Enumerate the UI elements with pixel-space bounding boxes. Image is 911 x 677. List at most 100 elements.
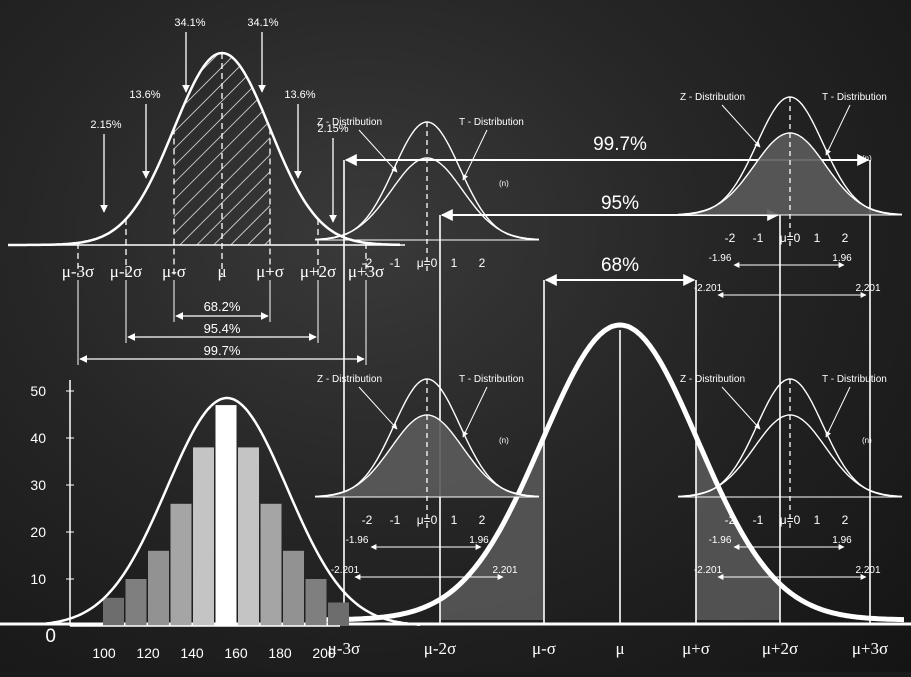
hist-y-label: 40 (30, 430, 46, 446)
small-tick-label: μ=0 (780, 231, 801, 245)
crit-196-pos: 1.96 (832, 253, 852, 264)
t-distribution-label: T - Distribution (459, 374, 524, 385)
percent-label: 13.6% (284, 89, 315, 101)
crit-2201-pos: 2.201 (855, 283, 880, 294)
small-tick-label: μ=0 (417, 256, 438, 270)
small-tick-label: 2 (842, 231, 849, 245)
small-tick-label: μ=0 (417, 513, 438, 527)
tl-sigma-label: μ-2σ (110, 262, 142, 281)
histogram-bar (103, 597, 124, 626)
z-distribution-label: Z - Distribution (317, 117, 382, 128)
hist-y-label: 50 (30, 383, 46, 399)
t-distribution-label: T - Distribution (822, 92, 887, 103)
small-distribution-chart: Z - Distribution T - Distribution (n) -2 -1 μ… (314, 374, 540, 580)
hist-y-label: 10 (30, 571, 46, 587)
tl-sigma-label: μ (217, 262, 226, 281)
hist-x-label: 100 (92, 645, 116, 661)
histogram-bar (170, 503, 192, 626)
big-bell-sigma-label: μ-σ (532, 639, 556, 658)
histogram-bar (305, 579, 327, 626)
tl-sigma-label: μ+3σ (348, 262, 384, 281)
small-tick-label: -1 (390, 256, 401, 270)
hist-y-label: 0 (45, 626, 56, 647)
n-label: (n) (499, 436, 509, 445)
crit-2201-pos: 2.201 (492, 565, 517, 576)
big-bell-sigma-label: μ+σ (682, 639, 710, 658)
range-bracket-label: 95.4% (204, 321, 241, 336)
crit-196-neg: -1.96 (346, 535, 369, 546)
hist-x-label: 120 (136, 645, 160, 661)
percent-label: 34.1% (174, 17, 205, 29)
crit-2201-neg: -2.201 (694, 283, 723, 294)
histogram-bar (193, 447, 214, 626)
big-bell-sigma-label: μ (615, 639, 624, 658)
small-tick-label: 1 (451, 513, 458, 527)
histogram-bar (328, 602, 349, 626)
hist-y-label: 30 (30, 477, 46, 493)
range-label-68: 68% (601, 255, 639, 276)
crit-196-pos: 1.96 (832, 535, 852, 546)
tl-sigma-label: μ+σ (256, 262, 284, 281)
percent-label: 2.15% (90, 119, 121, 131)
z-distribution-label: Z - Distribution (680, 374, 745, 385)
z-label-pointer (721, 104, 761, 148)
t-label-pointer (462, 129, 488, 181)
histogram-bar (283, 550, 304, 626)
range-bracket-label: 68.2% (204, 299, 241, 314)
big-bell-sigma-label: μ-3σ (328, 639, 360, 658)
z-label-pointer (721, 386, 761, 430)
histogram-bar (238, 447, 259, 626)
small-tick-label: -1 (753, 231, 764, 245)
percent-label: 2.15% (317, 123, 348, 135)
small-tick-label: 2 (842, 513, 849, 527)
histogram-bar (148, 550, 169, 626)
t-distribution-label: T - Distribution (822, 374, 887, 385)
big-bell-sigma-label: μ-2σ (424, 639, 456, 658)
small-tick-label: -2 (362, 256, 373, 270)
tl-sigma-label: μ-σ (162, 262, 186, 281)
hist-x-label: 140 (180, 645, 204, 661)
percent-label: 13.6% (129, 89, 160, 101)
hist-x-label: 200 (312, 645, 336, 661)
small-tick-label: -2 (725, 513, 736, 527)
tl-bell-curve (8, 51, 400, 247)
range-label-95: 95% (601, 193, 639, 214)
histogram-group: 0 10 20 30 40 50 100 120 140 160 180 200 (30, 380, 421, 661)
small-tick-label: -2 (725, 231, 736, 245)
small-tick-label: 2 (479, 513, 486, 527)
z-distribution-label: Z - Distribution (317, 374, 382, 385)
small-tick-label: 2 (479, 256, 486, 270)
z-distribution-label: Z - Distribution (680, 92, 745, 103)
n-label: (n) (862, 154, 872, 163)
t-label-pointer (825, 104, 851, 156)
t-label-pointer (825, 386, 851, 438)
crit-2201-neg: -2.201 (694, 565, 723, 576)
small-distribution-chart: Z - Distribution T - Distribution (n) -2 -1 μ… (677, 374, 903, 580)
big-bell-curve (310, 322, 904, 623)
small-tick-label: 1 (814, 513, 821, 527)
small-distribution-chart: Z - Distribution T - Distribution (n) -2 -1 μ… (677, 92, 903, 298)
small-tick-label: -1 (390, 513, 401, 527)
hist-x-label: 180 (268, 645, 292, 661)
crit-196-neg: -1.96 (709, 535, 732, 546)
t-distribution-label: T - Distribution (459, 117, 524, 128)
histogram-bar (125, 579, 147, 626)
z-label-pointer (358, 386, 398, 430)
small-distribution-chart: Z - Distribution T - Distribution (n) -2 -1 μ… (314, 117, 540, 275)
crit-196-neg: -1.96 (709, 253, 732, 264)
small-tick-label: 1 (451, 256, 458, 270)
percent-label: 34.1% (247, 17, 278, 29)
hist-y-label: 20 (30, 524, 46, 540)
z-label-pointer (358, 129, 398, 173)
big-bell-sigma-label: μ+2σ (762, 639, 798, 658)
tl-sigma-label: μ-3σ (62, 262, 94, 281)
big-bell-shade-left (440, 436, 544, 620)
small-tick-label: μ=0 (780, 513, 801, 527)
n-label: (n) (499, 179, 509, 188)
n-label: (n) (862, 436, 872, 445)
big-bell-sigma-label: μ+3σ (852, 639, 888, 658)
small-tick-label: 1 (814, 231, 821, 245)
small-distribution-charts: Z - Distribution T - Distribution (n) -2 -1 μ… (314, 92, 903, 580)
